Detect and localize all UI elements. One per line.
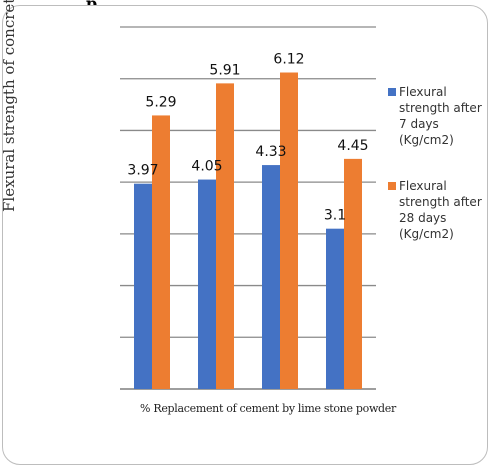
bar-28-days-1 bbox=[152, 115, 170, 389]
bar-28-days-2 bbox=[216, 83, 234, 390]
legend-item-28-days: Flexural strength after 28 days (Kg/cm2) bbox=[388, 178, 488, 242]
x-axis-label: % Replacement of cement by lime stone po… bbox=[140, 402, 396, 415]
legend-swatch-28-days bbox=[388, 182, 396, 190]
legend-swatch-7-days bbox=[388, 88, 396, 96]
bar-28-days-3 bbox=[280, 72, 298, 389]
data-label-28-days-3: 6.12 bbox=[273, 52, 304, 68]
data-label-7-days-4: 3.1 bbox=[324, 208, 346, 224]
legend-item-7-days: Flexural strength after 7 days (Kg/cm2) bbox=[388, 84, 488, 148]
bar-7-days-3 bbox=[262, 165, 280, 389]
data-label-7-days-2: 4.05 bbox=[191, 159, 222, 175]
data-label-28-days-4: 4.45 bbox=[337, 138, 368, 154]
data-label-7-days-1: 3.97 bbox=[127, 163, 158, 179]
y-axis-label: Flexural strength of concrete (Kg/cm²) bbox=[0, 0, 18, 212]
data-label-28-days-2: 5.91 bbox=[209, 62, 240, 78]
data-label-28-days-1: 5.29 bbox=[145, 94, 176, 110]
legend: Flexural strength after 7 days (Kg/cm2) … bbox=[388, 84, 488, 272]
data-labels: 3.97 5.29 4.05 5.91 4.33 6.12 3.1 4.45 bbox=[127, 52, 368, 224]
bar-7-days-4 bbox=[326, 228, 344, 389]
bar-7-days-2 bbox=[198, 179, 216, 389]
legend-label-7-days: Flexural strength after 7 days (Kg/cm2) bbox=[399, 85, 482, 147]
bar-7-days-1 bbox=[134, 183, 152, 389]
legend-label-28-days: Flexural strength after 28 days (Kg/cm2) bbox=[399, 179, 482, 241]
bars bbox=[134, 72, 362, 390]
bar-28-days-4 bbox=[344, 158, 362, 389]
data-label-7-days-3: 4.33 bbox=[255, 144, 286, 160]
